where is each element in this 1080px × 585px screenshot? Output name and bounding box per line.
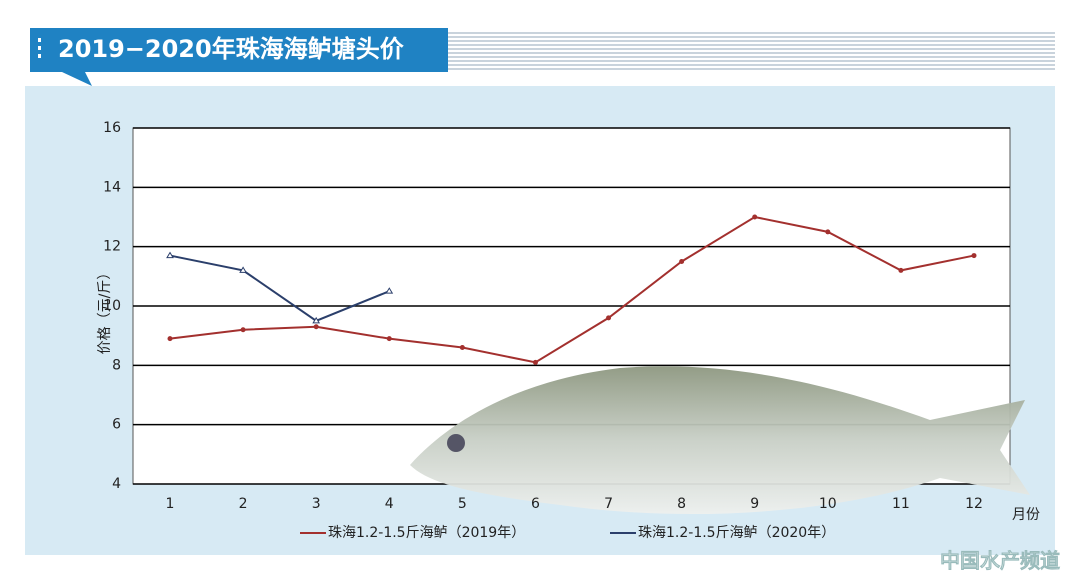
point <box>312 316 321 324</box>
series-line <box>169 215 975 364</box>
point <box>167 336 173 342</box>
x-tick-label: 9 <box>750 496 759 512</box>
point <box>313 324 319 330</box>
point <box>386 336 392 342</box>
point <box>166 251 174 259</box>
y-tick-label: 14 <box>103 179 121 195</box>
x-tick-label: 7 <box>604 496 613 512</box>
y-tick-label: 12 <box>103 239 121 255</box>
legend-label: 珠海1.2-1.5斤海鲈（2019年） <box>328 525 525 541</box>
series-line <box>169 254 390 322</box>
point <box>459 345 465 351</box>
point <box>679 259 685 264</box>
point <box>825 229 831 235</box>
x-tick-label: 1 <box>166 496 175 512</box>
y-axis-label: 价格（元/斤） <box>97 266 113 355</box>
y-tick-label: 16 <box>103 120 121 136</box>
x-tick-label: 8 <box>677 496 686 512</box>
title-banner <box>30 28 448 86</box>
x-tick-label: 5 <box>458 496 467 512</box>
x-tick-label: 11 <box>892 496 910 512</box>
point <box>240 327 246 333</box>
point <box>752 214 758 220</box>
title-deco <box>38 54 41 58</box>
point <box>532 359 538 365</box>
point <box>898 267 904 273</box>
chart-title: 2019−2020年珠海海鲈塘头价 <box>58 35 405 63</box>
legend-label: 珠海1.2-1.5斤海鲈（2020年） <box>638 525 835 541</box>
point <box>239 266 247 273</box>
x-tick-label: 10 <box>819 496 837 512</box>
x-tick-label: 2 <box>239 496 248 512</box>
point <box>606 315 612 321</box>
y-tick-label: 6 <box>112 417 121 433</box>
watermark: 中国水产频道 <box>940 549 1060 573</box>
title-stripes <box>445 30 1055 70</box>
y-tick-label: 10 <box>103 298 121 314</box>
fish-illustration <box>410 366 1030 515</box>
x-axis-label: 月份 <box>1012 507 1040 523</box>
x-tick-label: 6 <box>531 496 540 512</box>
title-deco <box>38 46 41 50</box>
y-tick-label: 4 <box>112 476 121 492</box>
title-deco <box>38 38 41 42</box>
x-tick-label: 12 <box>965 496 983 512</box>
y-tick-label: 8 <box>112 357 121 373</box>
x-tick-label: 3 <box>312 496 321 512</box>
point <box>971 253 977 259</box>
point <box>385 287 394 294</box>
x-tick-label: 4 <box>385 496 394 512</box>
